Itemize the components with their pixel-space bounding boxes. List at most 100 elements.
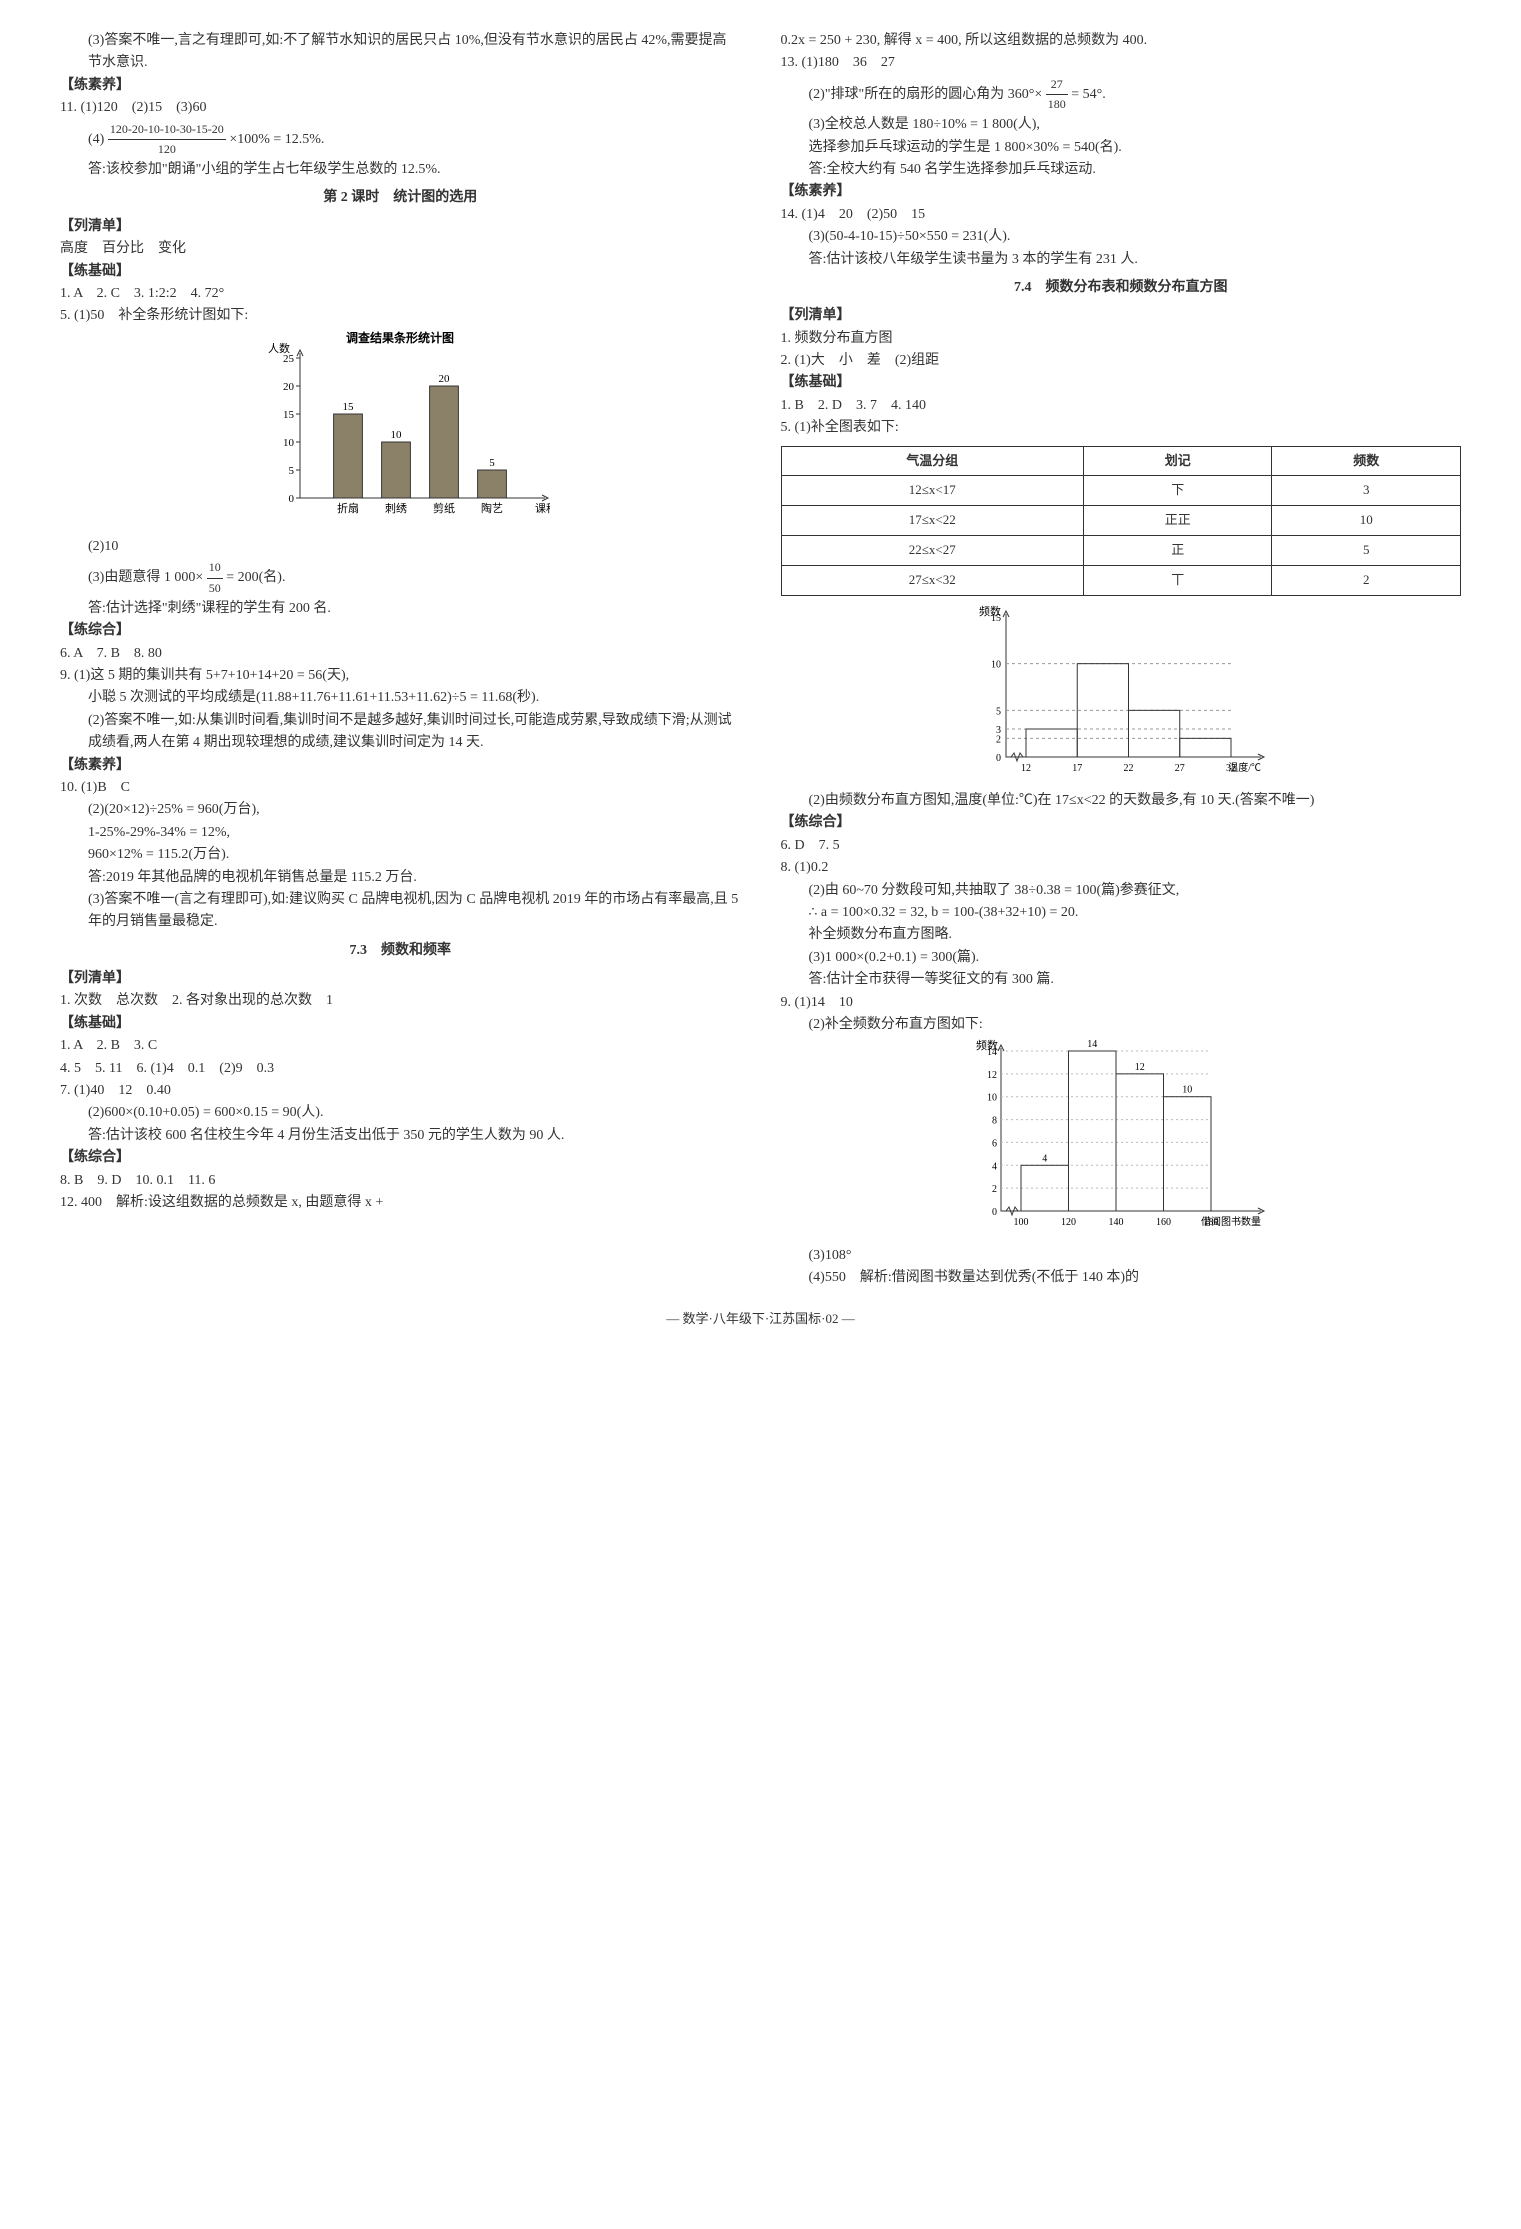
frac-den: 50 [207,579,223,598]
svg-text:4: 4 [1042,1154,1047,1165]
svg-text:15: 15 [991,613,1001,624]
lieqing-text: 高度 百分比 变化 [60,238,741,260]
heading-lianjichu: 【练基础】 [60,261,741,283]
item-t9-1: 9. (1)14 10 [781,992,1462,1014]
heading-lieqingdan-r: 【列清单】 [781,305,1462,327]
cont-12: 0.2x = 250 + 230, 解得 x = 400, 所以这组数据的总频数… [781,30,1462,52]
heading-lianzonghe: 【练综合】 [60,620,741,642]
svg-text:140: 140 [1108,1217,1123,1228]
item-14-ans: 答:估计该校八年级学生读书量为 3 本的学生有 231 人. [781,249,1462,271]
page-columns: (3)答案不唯一,言之有理即可,如:不了解节水知识的居民只占 10%,但没有节水… [60,30,1461,1289]
items-r1-3: 1. A 2. B 3. C [60,1035,741,1057]
item-s5-1: 5. (1)补全图表如下: [781,417,1462,439]
svg-text:10: 10 [991,659,1001,670]
lieqing-2-text: 1. 次数 总次数 2. 各对象出现的总次数 1 [60,990,741,1012]
fraction: 27 180 [1046,75,1068,114]
svg-text:14: 14 [1087,1039,1097,1050]
item-13-3b: 选择参加乒乓球运动的学生是 1 800×30% = 540(名). [781,137,1462,159]
item-10-2d: 答:2019 年其他品牌的电视机年销售总量是 115.2 万台. [60,867,741,889]
histogram-2: 频数02468101214100120140160180借阅图书数量414121… [781,1036,1462,1244]
frac-num: 27 [1046,75,1068,95]
item-9-1b: 小聪 5 次测试的平均成绩是(11.88+11.76+11.61+11.53+1… [60,687,741,709]
svg-text:20: 20 [283,381,295,393]
item-11-ans: 答:该校参加"朗诵"小组的学生占七年级学生总数的 12.5%. [60,159,741,181]
svg-text:调查结果条形统计图: 调查结果条形统计图 [346,330,454,345]
svg-text:15: 15 [343,401,355,413]
svg-text:5: 5 [289,465,295,477]
frac-num: 10 [207,558,223,578]
item-t9-2: (2)补全频数分布直方图如下: [781,1014,1462,1036]
lesson-2-title: 第 2 课时 统计图的选用 [60,187,741,209]
svg-text:120: 120 [1061,1217,1076,1228]
svg-text:27: 27 [1175,763,1185,774]
svg-text:12: 12 [987,1070,997,1081]
frac-num: 120-20-10-10-30-15-20 [108,120,226,140]
item-10-3: (3)答案不唯一(言之有理即可),如:建议购买 C 品牌电视机,因为 C 品牌电… [60,889,741,934]
svg-text:0: 0 [996,753,1001,764]
item-r7-1: 7. (1)40 12 0.40 [60,1080,741,1102]
frac-den: 180 [1046,95,1068,114]
items-1-4: 1. A 2. C 3. 1:2:2 4. 72° [60,283,741,305]
items-s1-4: 1. B 2. D 3. 7 4. 140 [781,395,1462,417]
svg-text:12: 12 [1135,1062,1145,1073]
item-14-3: (3)(50-4-10-15)÷50×550 = 231(人). [781,226,1462,248]
heading-liansuyang-2: 【练素养】 [60,755,741,777]
svg-text:17: 17 [1072,763,1082,774]
item-t9-3: (3)108° [781,1245,1462,1267]
svg-text:10: 10 [1182,1085,1192,1096]
items-r8-11: 8. B 9. D 10. 0.1 11. 6 [60,1170,741,1192]
item-10-2a: (2)(20×12)÷25% = 960(万台), [60,799,741,821]
item-t8-2: (2)由 60~70 分数段可知,共抽取了 38÷0.38 = 100(篇)参赛… [781,880,1462,902]
svg-text:温度/℃: 温度/℃ [1228,761,1261,774]
item-9-2: (2)答案不唯一,如:从集训时间看,集训时间不是越多越好,集训时间过长,可能造成… [60,710,741,755]
section-7-4-title: 7.4 频数分布表和频数分布直方图 [781,277,1462,299]
frac-prefix: (4) [88,131,104,146]
right-column: 0.2x = 250 + 230, 解得 x = 400, 所以这组数据的总频数… [781,30,1462,1289]
item-11-4: (4) 120-20-10-10-30-15-20 120 ×100% = 12… [60,120,741,159]
frequency-table: 气温分组划记频数12≤x<17下317≤x<22正正1022≤x<27正527≤… [781,446,1462,596]
bar-chart-1: 调查结果条形统计图人数051015202515折扇10刺绣20剪纸5陶艺课程 [60,328,741,536]
svg-text:陶艺: 陶艺 [481,501,503,515]
item-t8-2c: 补全频数分布直方图略. [781,924,1462,946]
item-t8-ans: 答:估计全市获得一等奖征文的有 300 篇. [781,969,1462,991]
svg-text:3: 3 [996,725,1001,736]
svg-text:6: 6 [992,1139,997,1150]
item-t8-1: 8. (1)0.2 [781,857,1462,879]
items-r4-6: 4. 5 5. 11 6. (1)4 0.1 (2)9 0.3 [60,1058,741,1080]
heading-lianzonghe-r: 【练综合】 [781,812,1462,834]
heading-liansuyang: 【练素养】 [60,75,741,97]
svg-text:25: 25 [283,353,295,365]
svg-text:0: 0 [289,493,295,505]
svg-text:14: 14 [987,1047,997,1058]
svg-text:10: 10 [987,1093,997,1104]
svg-text:20: 20 [439,373,451,385]
svg-text:课程: 课程 [535,502,550,515]
svg-text:2: 2 [992,1184,997,1195]
svg-text:8: 8 [992,1116,997,1127]
item-t9-4: (4)550 解析:借阅图书数量达到优秀(不低于 140 本)的 [781,1267,1462,1289]
svg-text:折扇: 折扇 [337,501,359,515]
item-5-2: (2)10 [60,536,741,558]
item-13-1: 13. (1)180 36 27 [781,52,1462,74]
svg-text:160: 160 [1156,1217,1171,1228]
svg-text:5: 5 [996,706,1001,717]
item-13-3a: (3)全校总人数是 180÷10% = 1 800(人), [781,114,1462,136]
frac-den: 120 [108,140,226,159]
item-r12: 12. 400 解析:设这组数据的总频数是 x, 由题意得 x + [60,1192,741,1214]
frac-prefix: (3)由题意得 1 000× [88,570,203,585]
svg-text:4: 4 [992,1162,997,1173]
frac-prefix: (2)"排球"所在的扇形的圆心角为 360°× [809,87,1043,102]
item-r7-2: (2)600×(0.10+0.05) = 600×0.15 = 90(人). [60,1102,741,1124]
item-10-1: 10. (1)B C [60,777,741,799]
frac-suffix: = 54°. [1071,87,1106,102]
heading-lianjichu-r: 【练基础】 [781,372,1462,394]
frac-suffix: ×100% = 12.5%. [229,131,324,146]
item-13-ans: 答:全校大约有 540 名学生选择参加乒乓球运动. [781,159,1462,181]
lieqing-ra: 1. 频数分布直方图 [781,328,1462,350]
lieqing-rb: 2. (1)大 小 差 (2)组距 [781,350,1462,372]
item-5-3: (3)由题意得 1 000× 10 50 = 200(名). [60,558,741,597]
heading-lianzonghe-2: 【练综合】 [60,1147,741,1169]
item-s5-2: (2)由频数分布直方图知,温度(单位:℃)在 17≤x<22 的天数最多,有 1… [781,790,1462,812]
heading-liansuyang-r: 【练素养】 [781,181,1462,203]
item-9-1: 9. (1)这 5 期的集训共有 5+7+10+14+20 = 56(天), [60,665,741,687]
